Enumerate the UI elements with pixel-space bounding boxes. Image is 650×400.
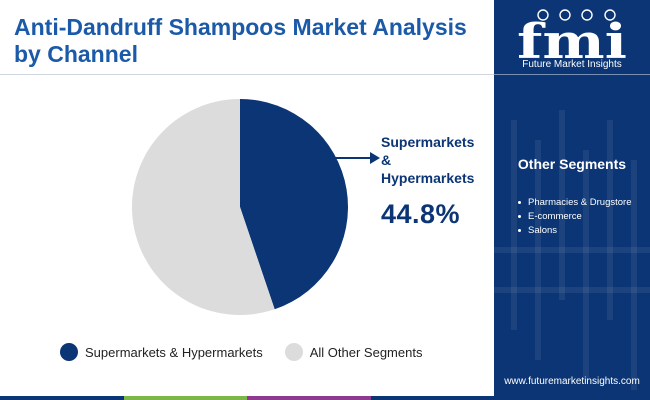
legend-swatch (284, 343, 303, 361)
logo-wordmark: fmi (517, 14, 627, 62)
segment-item: Salons (518, 224, 648, 238)
segment-item: Pharmacies & Drugstore (518, 196, 648, 210)
sidebar-divider (494, 74, 650, 75)
other-segments-heading: Other Segments (517, 156, 627, 172)
legend-label: All Other Segments (309, 344, 423, 360)
legend-swatch (60, 343, 78, 361)
chart-title: Anti-Dandruff Shampoos Market Analysis b… (14, 14, 467, 67)
callout-label-line: Supermarkets (381, 134, 475, 150)
chart-legend: Supermarkets & Hypermarkets All Other Se… (60, 342, 444, 362)
legend-label: Supermarkets & Hypermarkets (85, 344, 263, 360)
bottom-bar-segment (370, 396, 494, 400)
callout-label-line: Hypermarkets (381, 170, 475, 186)
bottom-bar-segment (247, 396, 371, 400)
callout-label-line: & (381, 152, 392, 168)
legend-item: All Other Segments (284, 343, 423, 361)
bottom-bar-segment (0, 396, 124, 400)
title-divider (0, 74, 494, 75)
website-link[interactable]: www.futuremarketinsights.com (504, 376, 640, 387)
pie-chart (131, 99, 348, 315)
other-segments-list: Pharmacies & Drugstore E-commerce Salons (518, 196, 648, 238)
pie-slice-supermarkets-hypermarkets (240, 99, 348, 310)
segment-item: E-commerce (518, 210, 648, 224)
fmi-logo-icon: fmi (517, 9, 627, 62)
bottom-bar-segment (123, 396, 247, 400)
decorative-pattern (494, 110, 650, 390)
callout-arrow-icon (334, 152, 380, 164)
pie-slice-all-other-segments (131, 99, 275, 315)
sidebar-panel: fmi Future Market Insights Other Segment… (494, 0, 650, 400)
bottom-color-bar (0, 396, 494, 400)
callout-label: Supermarkets & Hypermarkets (381, 133, 491, 187)
brand-name: Future Market Insights (522, 59, 622, 70)
legend-item: Supermarkets & Hypermarkets (60, 343, 263, 361)
callout-value: 44.8% (381, 199, 461, 229)
